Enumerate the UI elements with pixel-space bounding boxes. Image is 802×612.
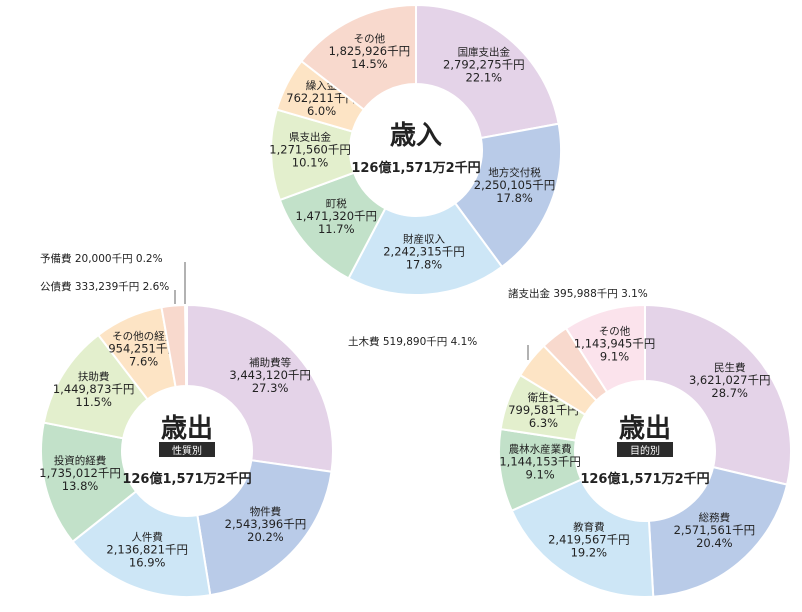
pie-slice [644,303,792,486]
pie-slice [186,303,334,473]
pie-slice [71,489,212,598]
slice-label: 農林水産業費 1,144,153千円 9.1% [499,442,581,481]
chart-total: 126億1,571万2千円 [351,160,480,176]
slice-label: その他の経費 954,251千円 7.6% [108,329,179,368]
chart-subtitle: 目的別 [630,444,660,457]
pie-slice [300,3,417,111]
pie-slice [453,122,562,269]
subtitle-badge [159,442,215,457]
slice-label: 扶助費 1,449,873千円 11.5% [53,370,135,409]
slice-label: 教育費 2,419,567千円 19.2% [548,520,630,559]
slice-label: 人件費 2,136,821千円 16.9% [106,531,188,570]
revenue-chart: 国庫支出金 2,792,275千円 22.1% 地方交付税 2,250,105千円 17.… [269,3,562,296]
slice-label: 予備費 20,000千円 0.2% [40,252,163,265]
slice-label: その他 1,825,926千円 14.5% [329,32,411,71]
pie-slice [510,478,655,598]
pie-slice [415,3,560,140]
chart-subtitle: 性質別 [172,444,202,457]
pie-slice [347,201,504,296]
slice-label: 諸支出金 395,988千円 3.1% [508,287,648,300]
slice-label: 民生費 3,621,027千円 28.7% [689,361,771,400]
chart-title: 歳出 [619,414,671,444]
slice-label: 県支出金 1,271,560千円 10.1% [269,131,351,170]
slice-label: 町税 1,471,320千円 11.7% [296,197,378,236]
pie-slice [647,465,789,598]
slice-label: その他 1,143,945千円 9.1% [574,324,656,363]
subtitle-badge [617,442,673,457]
slice-label: 補助費等 3,443,120千円 27.3% [229,356,311,395]
slice-label: 物件費 2,543,396千円 20.2% [225,505,307,544]
pie-slice [184,303,188,388]
slice-label: 公債費 333,239千円 2.6% [40,280,169,293]
slice-label: 繰入金 762,211千円 6.0% [286,79,357,118]
slice-label: 国庫支出金 2,792,275千円 22.1% [443,46,525,85]
chart-title: 歳出 [161,414,213,444]
slice-label: 総務費 2,571,561千円 20.4% [674,511,756,550]
slice-label: 地方交付税 2,250,105千円 17.8% [474,166,556,205]
slice-label: 財産収入 2,242,315千円 17.8% [383,233,465,272]
slice-label: 土木費 519,890千円 4.1% [348,335,477,348]
slice-label: 投資的経費 1,735,012千円 13.8% [39,454,121,493]
expenditure-by-nature-chart: 補助費等 3,443,120千円 27.3% 物件費 2,543,396千円 20.2% 人… [39,252,334,598]
chart-total: 126億1,571万2千円 [122,471,251,487]
pie-slice [196,459,333,597]
chart-total: 126億1,571万2千円 [580,471,709,487]
pie-slice [564,303,646,394]
expenditure-by-purpose-chart: 民生費 3,621,027千円 28.7% 総務費 2,571,561千円 20.4% 教育… [348,287,792,598]
chart-title: 歳入 [390,121,442,151]
